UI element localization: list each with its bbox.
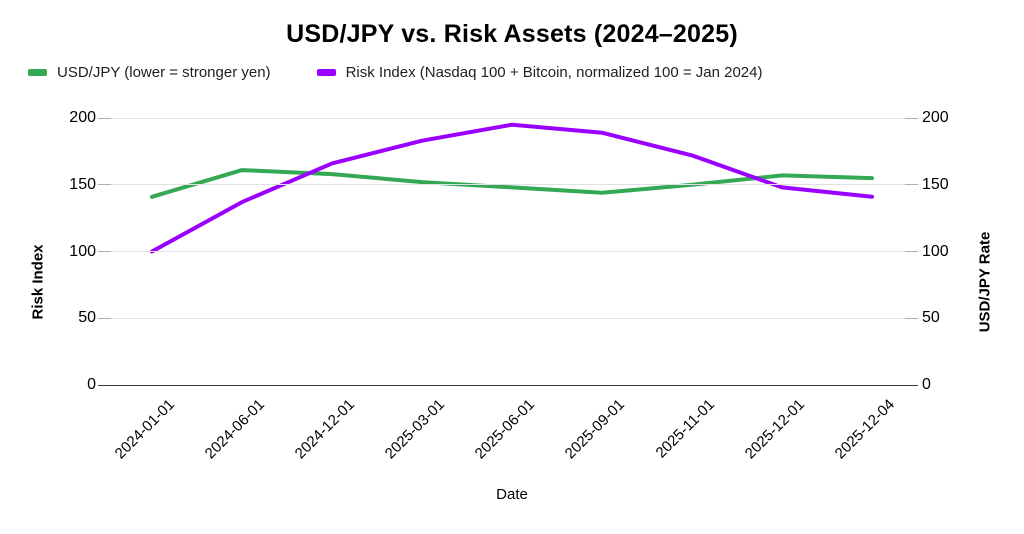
y-tick-right	[905, 184, 918, 186]
plot-lines	[150, 122, 874, 254]
legend-item-1: Risk Index (Nasdaq 100 + Bitcoin, normal…	[316, 64, 763, 81]
legend-label: Risk Index (Nasdaq 100 + Bitcoin, normal…	[345, 64, 763, 81]
gridline	[105, 184, 905, 186]
y-axis-label-right: 200	[922, 109, 949, 126]
plot-area	[105, 117, 905, 386]
legend-label: USD/JPY (lower = stronger yen)	[57, 64, 271, 81]
legend-swatch-icon	[316, 69, 336, 76]
y-axis-label-left: 50	[78, 309, 96, 327]
y-tick-right	[905, 117, 918, 119]
y-tick-left	[98, 184, 111, 186]
x-axis-title: Date	[496, 486, 528, 503]
y-tick-left	[98, 317, 111, 319]
legend: USD/JPY (lower = stronger yen) Risk Index…	[28, 64, 762, 81]
y-axis-label-right: 100	[922, 242, 949, 260]
y-tick-left	[98, 251, 111, 252]
y-axis-label-left: 150	[69, 175, 96, 193]
x-axis-baseline	[105, 384, 905, 386]
y-tick-right	[905, 384, 918, 386]
gridline	[105, 251, 905, 252]
y-tick-left	[98, 117, 111, 119]
y-axis-label-right: 50	[922, 309, 940, 327]
series-line-1	[150, 122, 874, 254]
right-axis-title: USD/JPY Rate	[976, 231, 994, 333]
y-tick-right	[905, 251, 918, 252]
chart-title: USD/JPY vs. Risk Assets (2024–2025)	[286, 20, 738, 48]
y-axis-label-left: 0	[87, 376, 96, 393]
y-axis-label-left: 200	[69, 109, 96, 126]
y-tick-left	[98, 384, 111, 386]
y-axis-label-right: 0	[922, 376, 931, 393]
y-tick-right	[905, 317, 918, 319]
legend-swatch-icon	[28, 69, 47, 76]
y-axis-label-left: 100	[69, 242, 96, 260]
legend-item-0: USD/JPY (lower = stronger yen)	[28, 64, 271, 81]
left-axis-title: Risk Index	[29, 244, 47, 320]
gridline	[105, 317, 905, 319]
y-axis-label-right: 150	[922, 175, 949, 193]
gridline	[105, 117, 905, 119]
